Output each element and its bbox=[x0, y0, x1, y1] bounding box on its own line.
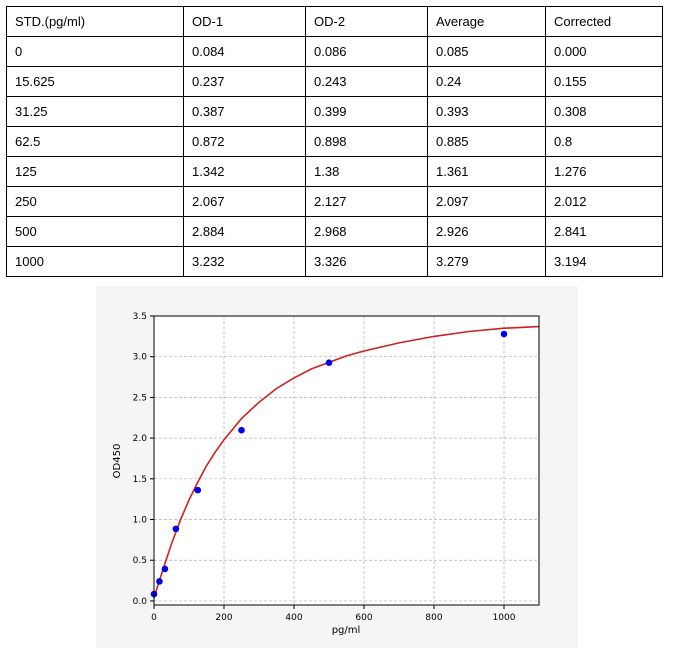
cell-od1: 3.232 bbox=[183, 246, 306, 277]
fit-curve-line bbox=[153, 325, 540, 598]
y-tick-label: 0.0 bbox=[133, 597, 148, 607]
cell-average: 3.279 bbox=[427, 246, 546, 277]
x-tick-label: 800 bbox=[425, 613, 442, 623]
data-points bbox=[150, 330, 508, 598]
x-tick-label: 400 bbox=[285, 613, 302, 623]
y-tick-label: 1.5 bbox=[133, 475, 147, 485]
x-axis-label: pg/ml bbox=[332, 625, 361, 636]
cell-od1: 2.067 bbox=[183, 186, 306, 217]
y-tick-label: 1.0 bbox=[133, 516, 148, 526]
cell-std: 0 bbox=[6, 36, 184, 67]
cell-average: 0.885 bbox=[427, 126, 546, 157]
y-tick-label: 2.5 bbox=[133, 393, 147, 403]
cell-corrected: 1.276 bbox=[545, 156, 663, 187]
data-point bbox=[238, 426, 245, 434]
data-point bbox=[156, 578, 163, 585]
table-header: STD.(pg/ml) OD-1 OD-2 Average Corrected bbox=[6, 6, 663, 37]
data-point bbox=[172, 525, 180, 533]
x-tick-label: 0 bbox=[151, 613, 157, 623]
cell-od1: 0.237 bbox=[183, 66, 306, 97]
cell-od1: 0.872 bbox=[183, 126, 306, 157]
cell-od2: 2.968 bbox=[305, 216, 428, 247]
header-cell-od1: OD-1 bbox=[183, 6, 306, 37]
cell-od1: 2.884 bbox=[183, 216, 306, 247]
cell-od2: 0.243 bbox=[305, 66, 428, 97]
x-tick-label: 600 bbox=[355, 613, 372, 623]
data-point bbox=[161, 565, 169, 573]
cell-corrected: 3.194 bbox=[545, 246, 663, 277]
cell-std: 15.625 bbox=[6, 66, 184, 97]
chart-panel: 0 200 400 600 800 1000 0.0 0.5 1.0 1.5 2.0 2.5 3.0 3… bbox=[96, 286, 578, 648]
header-cell-average: Average bbox=[427, 6, 546, 37]
cell-od1: 1.342 bbox=[183, 156, 306, 187]
table-body: 0 0.084 0.086 0.085 0.000 15.625 0.237 0… bbox=[6, 36, 663, 277]
header-row: STD.(pg/ml) OD-1 OD-2 Average Corrected bbox=[6, 6, 663, 37]
cell-average: 1.361 bbox=[427, 156, 546, 187]
cell-average: 2.097 bbox=[427, 186, 546, 217]
table-row: 62.5 0.872 0.898 0.885 0.8 bbox=[6, 126, 663, 157]
cell-average: 0.085 bbox=[427, 36, 546, 67]
x-tick-label: 200 bbox=[215, 613, 232, 623]
cell-corrected: 0.155 bbox=[545, 66, 663, 97]
cell-od2: 0.086 bbox=[305, 36, 428, 67]
y-tick-label: 3.0 bbox=[133, 353, 148, 363]
cell-std: 62.5 bbox=[6, 126, 184, 157]
table-row: 15.625 0.237 0.243 0.24 0.155 bbox=[6, 66, 663, 97]
cell-std: 31.25 bbox=[6, 96, 184, 127]
cell-std: 500 bbox=[6, 216, 184, 247]
cell-od2: 0.399 bbox=[305, 96, 428, 127]
cell-std: 1000 bbox=[6, 246, 184, 277]
y-tick-label: 0.5 bbox=[133, 556, 147, 566]
header-cell-od2: OD-2 bbox=[305, 6, 428, 37]
header-cell-std: STD.(pg/ml) bbox=[6, 6, 184, 37]
x-axis-ticks: 0 200 400 600 800 1000 bbox=[151, 605, 516, 623]
table-row: 31.25 0.387 0.399 0.393 0.308 bbox=[6, 96, 663, 127]
cell-std: 125 bbox=[6, 156, 184, 187]
x-tick-label: 1000 bbox=[493, 613, 516, 623]
table-row: 0 0.084 0.086 0.085 0.000 bbox=[6, 36, 663, 67]
y-axis-label: OD450 bbox=[112, 444, 123, 479]
cell-od1: 0.084 bbox=[183, 36, 306, 67]
cell-average: 2.926 bbox=[427, 216, 546, 247]
cell-od2: 3.326 bbox=[305, 246, 428, 277]
y-tick-label: 2.0 bbox=[133, 434, 148, 444]
cell-od2: 1.38 bbox=[305, 156, 428, 187]
cell-corrected: 0.000 bbox=[545, 36, 663, 67]
fit-curve-layer bbox=[153, 325, 540, 598]
cell-corrected: 0.8 bbox=[545, 126, 663, 157]
standard-curve-chart: 0 200 400 600 800 1000 0.0 0.5 1.0 1.5 2.0 2.5 3.0 3… bbox=[96, 286, 578, 648]
table-row: 125 1.342 1.38 1.361 1.276 bbox=[6, 156, 663, 187]
table-row: 500 2.884 2.968 2.926 2.841 bbox=[6, 216, 663, 247]
cell-corrected: 2.012 bbox=[545, 186, 663, 217]
table-row: 250 2.067 2.127 2.097 2.012 bbox=[6, 186, 663, 217]
y-tick-label: 3.5 bbox=[133, 312, 147, 322]
cell-corrected: 2.841 bbox=[545, 216, 663, 247]
cell-std: 250 bbox=[6, 186, 184, 217]
cell-corrected: 0.308 bbox=[545, 96, 663, 127]
y-axis-ticks: 0.0 0.5 1.0 1.5 2.0 2.5 3.0 3.5 bbox=[133, 312, 154, 607]
cell-od2: 0.898 bbox=[305, 126, 428, 157]
plot-frame bbox=[153, 315, 540, 606]
standard-curve-table: STD.(pg/ml) OD-1 OD-2 Average Corrected … bbox=[6, 6, 663, 277]
cell-od1: 0.387 bbox=[183, 96, 306, 127]
cell-average: 0.393 bbox=[427, 96, 546, 127]
data-point bbox=[194, 486, 202, 494]
cell-average: 0.24 bbox=[427, 66, 546, 97]
header-cell-corrected: Corrected bbox=[545, 6, 663, 37]
table-row: 1000 3.232 3.326 3.279 3.194 bbox=[6, 246, 663, 277]
data-point bbox=[500, 330, 508, 338]
plot-area bbox=[154, 316, 539, 605]
cell-od2: 2.127 bbox=[305, 186, 428, 217]
data-point bbox=[325, 359, 333, 367]
